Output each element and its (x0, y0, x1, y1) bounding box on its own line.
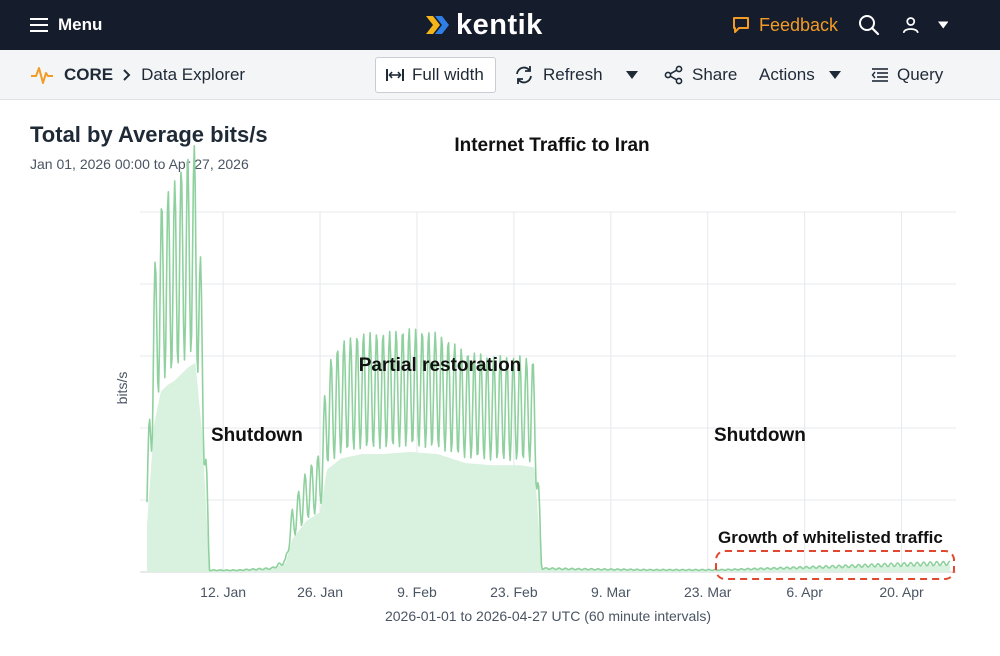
kentik-logo[interactable]: kentik (424, 8, 543, 42)
breadcrumb-page: Data Explorer (141, 65, 246, 84)
pulse-icon (31, 67, 53, 84)
top-bar: Menu kentik Feedback (0, 0, 1000, 50)
x-tick-label: 12. Jan (200, 584, 246, 600)
toolbar: CORE Data Explorer Full width Refresh (0, 50, 1000, 100)
feedback-button[interactable]: Feedback (731, 13, 838, 37)
traffic-chart[interactable]: 12. Jan 26. Jan 9. Feb 23. Feb 9. Mar 23. Mar… (0, 100, 1000, 656)
x-axis-ticks: 12. Jan 26. Jan 9. Feb 23. Feb 9. Mar 23. Mar… (200, 584, 924, 600)
menu-icon (30, 18, 48, 32)
chevron-right-icon (123, 69, 131, 81)
search-icon[interactable] (858, 14, 880, 36)
full-width-button[interactable]: Full width (375, 57, 496, 93)
chart-grid (140, 211, 956, 573)
x-tick-label: 6. Apr (786, 584, 823, 600)
series-line[interactable] (146, 145, 951, 572)
annotation-shutdown-2: Shutdown (714, 425, 806, 446)
user-icon (902, 17, 919, 34)
series-area-fill (147, 362, 950, 572)
panel-title: Total by Average bits/s (30, 122, 268, 147)
x-tick-label: 20. Apr (879, 584, 924, 600)
caret-down-icon (828, 71, 841, 79)
refresh-button[interactable]: Refresh (513, 57, 603, 93)
query-button[interactable]: Query (871, 57, 943, 93)
refresh-label: Refresh (543, 65, 603, 84)
whitelist-highlight-box (715, 550, 955, 580)
refresh-icon (516, 66, 532, 84)
breadcrumb-root[interactable]: CORE (64, 65, 114, 84)
query-label: Query (897, 65, 944, 84)
annotation-shutdown-1: Shutdown (211, 425, 303, 446)
annotation-partial-restoration: Partial restoration (359, 355, 522, 376)
actions-button[interactable]: Actions (759, 57, 841, 93)
x-tick-label: 9. Mar (591, 584, 631, 600)
menu-label: Menu (58, 15, 103, 34)
x-tick-label: 26. Jan (297, 584, 343, 600)
feedback-label: Feedback (759, 14, 839, 35)
user-menu[interactable] (902, 14, 948, 36)
chart-title: Internet Traffic to Iran (454, 135, 649, 156)
menu-button[interactable]: Menu (30, 13, 102, 37)
caret-down-icon (937, 21, 948, 29)
annotation-whitelist: Growth of whitelisted traffic (718, 528, 943, 547)
kentik-logo-icon (426, 16, 449, 34)
x-tick-label: 9. Feb (397, 584, 437, 600)
logo-text: kentik (456, 8, 543, 41)
feedback-icon (733, 17, 749, 33)
breadcrumb: CORE Data Explorer (30, 64, 245, 86)
share-label: Share (692, 65, 738, 84)
y-axis-label: bits/s (114, 372, 130, 405)
x-tick-label: 23. Feb (490, 584, 538, 600)
share-button[interactable]: Share (664, 57, 737, 93)
actions-label: Actions (759, 65, 815, 84)
x-tick-label: 23. Mar (684, 584, 732, 600)
share-icon (664, 65, 683, 85)
refresh-options-caret-icon[interactable] (626, 71, 638, 79)
full-width-icon (386, 69, 404, 81)
x-axis-label: 2026-01-01 to 2026-04-27 UTC (60 minute … (385, 608, 711, 624)
filter-lines-icon (871, 68, 888, 82)
full-width-label: Full width (412, 65, 484, 84)
